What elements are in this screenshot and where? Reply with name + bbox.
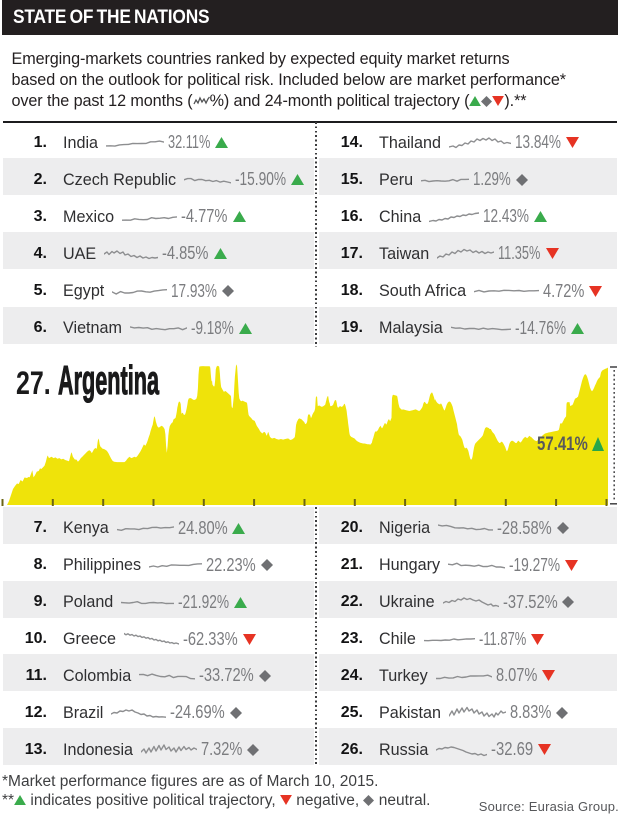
svg-text:Argentina: Argentina bbox=[58, 359, 159, 403]
